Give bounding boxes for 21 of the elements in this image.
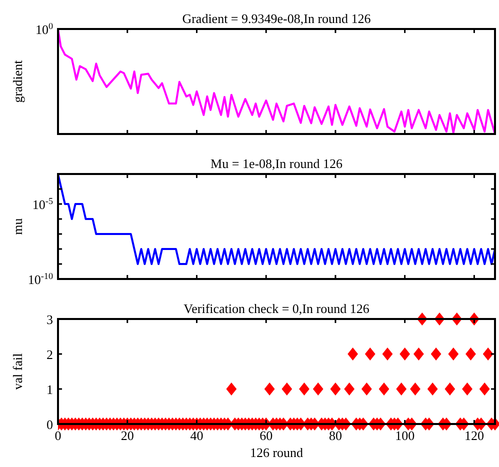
chart-title: Mu = 1e-08,In round 126 [210, 156, 343, 171]
y-axis-title: val fail [10, 352, 25, 390]
x-axis-title: 126 round [250, 445, 304, 460]
x-tick-label: 100 [395, 428, 415, 443]
y-tick-label: 2 [46, 347, 53, 362]
y-tick-label: 0 [46, 417, 53, 432]
x-tick-label: 80 [328, 428, 342, 443]
x-tick-label: 120 [464, 428, 484, 443]
text: 10$^{0}$ [35, 21, 54, 37]
x-tick-label: 60 [260, 428, 273, 443]
chart-title: Verification check = 0,In round 126 [184, 301, 370, 316]
y-axis-title: mu [10, 218, 25, 235]
line-series [58, 173, 496, 265]
chart-title: Gradient = 9.9349e-08,In round 126 [182, 11, 372, 26]
y-tick-label: 1 [46, 382, 53, 397]
y-axis-title: gradient [10, 60, 25, 103]
y-tick-label: 10$^{-5}$ [32, 196, 54, 212]
x-tick-label: 40 [190, 428, 204, 443]
y-tick-label: 10$^{-10}$ [28, 271, 54, 287]
x-tick-label: 20 [120, 428, 134, 443]
y-tick-label: 3 [46, 312, 53, 327]
